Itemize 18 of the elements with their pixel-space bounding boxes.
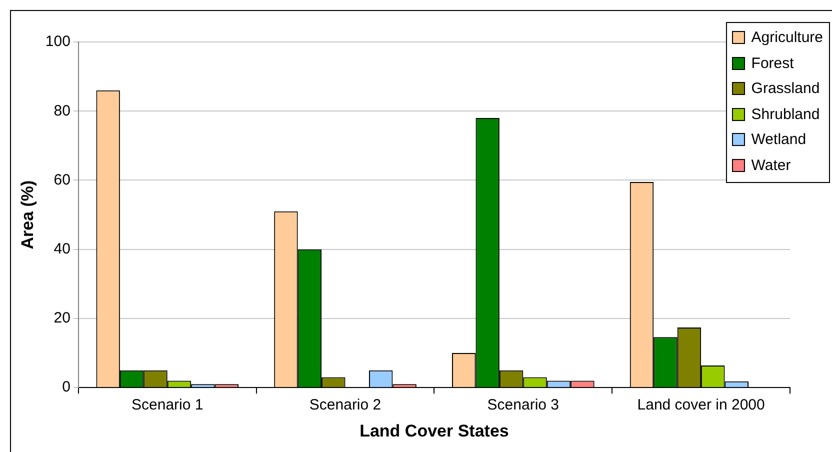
x-tick-label: Scenario 1 xyxy=(132,396,204,414)
x-tick-label: Land cover in 2000 xyxy=(637,396,765,414)
x-axis-title: Land Cover States xyxy=(360,421,509,440)
legend-label: Wetland xyxy=(751,131,806,148)
legend-label: Shrubland xyxy=(751,106,820,123)
x-tick-label: Scenario 3 xyxy=(487,396,560,414)
legend-label: Forest xyxy=(751,54,794,72)
legend-label: Agriculture xyxy=(751,29,823,46)
y-tick-label: 100 xyxy=(45,33,70,50)
y-tick-label: 0 xyxy=(62,378,70,396)
y-tick-label: 40 xyxy=(54,240,70,258)
y-tick-label: 20 xyxy=(54,310,70,327)
y-tick-label: 80 xyxy=(54,102,70,120)
y-tick-label: 60 xyxy=(54,171,70,188)
legend-label: Grassland xyxy=(751,80,820,98)
y-axis-title: Area (%) xyxy=(18,180,37,250)
x-tick-label: Scenario 2 xyxy=(309,396,382,414)
legend-label: Water xyxy=(751,156,791,174)
